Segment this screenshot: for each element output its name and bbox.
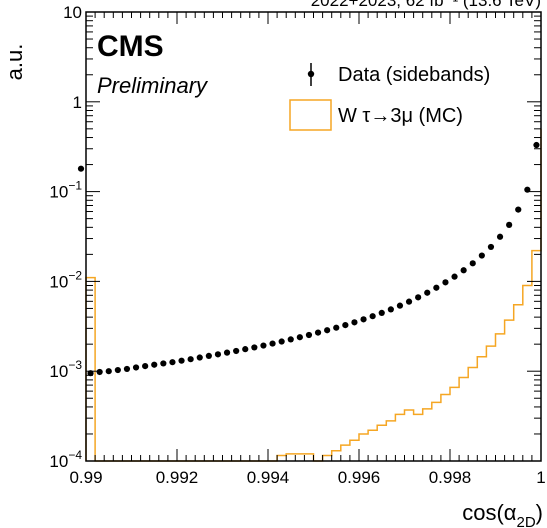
x-axis-title-main: cos(α — [462, 500, 517, 525]
data-point — [96, 368, 103, 376]
data-point — [369, 313, 376, 320]
data-point — [487, 243, 495, 251]
x-axis-title-close: ) — [536, 500, 543, 525]
data-point — [196, 354, 203, 361]
data-point — [460, 267, 467, 274]
legend-entry-data: Data (sidebands) — [307, 63, 490, 86]
data-point — [424, 289, 431, 296]
data-point — [233, 347, 240, 355]
y-axis-title: a.u. — [2, 44, 27, 81]
data-point — [77, 165, 85, 172]
data-point — [378, 309, 385, 316]
data-point — [296, 334, 303, 341]
status-label: Preliminary — [97, 73, 209, 98]
data-point — [160, 360, 167, 367]
legend-entry-mc: W τ→3μ (MC) — [289, 99, 463, 131]
data-point — [515, 206, 522, 213]
data-point — [360, 316, 367, 323]
x-tick-label: 0.99 — [69, 468, 102, 487]
x-tick-labels: 0.99 0.992 0.994 0.996 0.998 1 — [69, 468, 545, 487]
data-point — [496, 233, 504, 240]
y-tick-label: 10 — [63, 3, 82, 22]
data-point — [433, 284, 440, 291]
data-point — [114, 366, 121, 374]
x-tick-label: 0.996 — [338, 468, 381, 487]
y-tick-label: 10−1 — [49, 179, 82, 202]
data-point — [105, 368, 112, 375]
data-point — [214, 351, 222, 358]
data-point — [142, 362, 149, 370]
data-point — [187, 356, 194, 363]
legend-data-label: Data (sidebands) — [338, 64, 490, 86]
data-point — [169, 359, 176, 366]
y-tick-labels: 10−4 10−3 10−2 10−1 1 10 — [49, 3, 82, 471]
data-point — [314, 329, 322, 336]
data-point — [342, 322, 349, 329]
data-point — [533, 141, 540, 149]
experiment-label: CMS — [97, 30, 164, 63]
y-tick-label: 1 — [73, 93, 82, 112]
x-axis-title: cos(α2D) — [462, 500, 543, 528]
legend: Data (sidebands) W τ→3μ (MC) — [289, 63, 490, 131]
legend-data-marker — [307, 70, 315, 78]
y-tick-label: 10−4 — [49, 448, 82, 471]
data-point — [269, 340, 276, 347]
data-point — [478, 252, 485, 259]
data-point — [123, 365, 131, 373]
data-point — [415, 294, 422, 301]
x-tick-label: 0.994 — [247, 468, 290, 487]
data-point — [442, 279, 449, 286]
data-point — [260, 342, 267, 349]
axis-ticks — [85, 11, 542, 462]
data-point — [506, 221, 513, 228]
data-point — [223, 349, 231, 356]
data-point — [287, 336, 294, 343]
legend-mc-label: W τ→3μ (MC) — [338, 105, 463, 127]
x-axis-title-sub: 2D — [516, 514, 535, 528]
data-point — [278, 338, 285, 345]
data-point — [396, 302, 404, 309]
data-point — [351, 319, 358, 326]
data-point — [451, 273, 458, 280]
legend-mc-swatch — [289, 99, 332, 131]
data-point — [324, 327, 331, 334]
data-point — [333, 324, 340, 331]
data-point — [151, 361, 158, 368]
data-point — [205, 352, 212, 360]
data-point — [178, 357, 185, 364]
data-point — [469, 260, 476, 267]
data-point — [305, 331, 313, 339]
data-point — [387, 306, 394, 313]
data-point — [251, 344, 258, 351]
x-tick-label: 0.992 — [156, 468, 199, 487]
y-tick-label: 10−3 — [49, 358, 82, 381]
data-point — [405, 298, 413, 305]
data-point — [242, 346, 249, 353]
y-tick-label: 10−2 — [49, 268, 82, 291]
x-tick-label: 0.998 — [429, 468, 472, 487]
x-tick-label: 1 — [536, 468, 545, 487]
data-points — [77, 141, 540, 377]
lumi-label: 2022+2023, 62 fb⁻¹ (13.6 TeV) — [311, 0, 541, 10]
data-point — [132, 364, 140, 371]
